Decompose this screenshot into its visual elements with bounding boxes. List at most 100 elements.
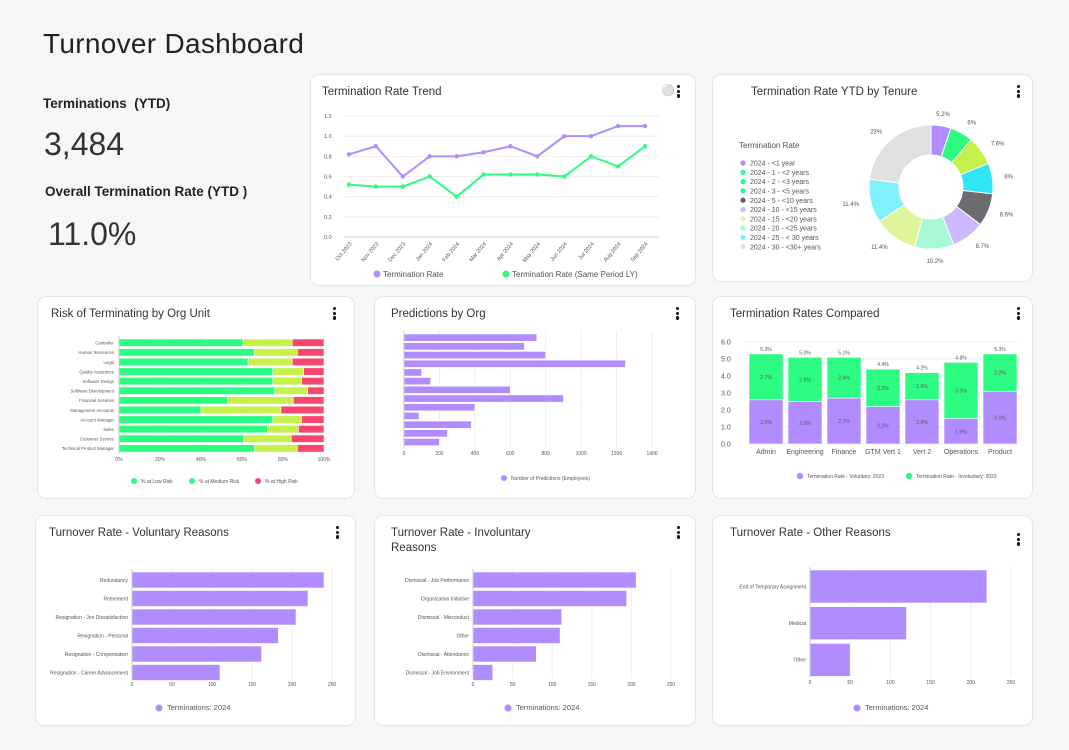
data-point <box>400 174 406 179</box>
y-tick-label: 1.0 <box>721 425 731 432</box>
x-tick-label: 0% <box>115 457 123 463</box>
legend-swatch <box>502 270 510 278</box>
x-tick-label: Mar 2024 <box>469 241 489 263</box>
card-termination-rate-by-tenure: Termination Rate YTD by Tenure 5.2% 6% 7.6… <box>712 74 1033 282</box>
legend-swatch <box>740 160 746 166</box>
slice-label: 8.7% <box>976 244 990 250</box>
bar-segment <box>982 391 1018 445</box>
legend-swatch <box>501 475 507 481</box>
kebab-menu-icon[interactable] <box>1017 307 1021 321</box>
card-predictions-by-org: Predictions by Org 0 200 400 600 800 1000 1200… <box>374 296 696 499</box>
category-label: Resignation - Compensation <box>65 652 128 658</box>
bar <box>131 590 309 607</box>
slice-label: 6% <box>967 121 976 127</box>
data-point <box>400 184 406 189</box>
bar <box>118 396 228 405</box>
card-termination-rate-trend: Termination Rate Trend ⚪ 0.0 0.2 0.4 0.6 0.8… <box>310 74 696 286</box>
category-label: Financial Services <box>79 398 114 403</box>
bar <box>131 645 262 663</box>
category-label: Account Manager <box>80 417 114 422</box>
x-tick-label: 1200 <box>611 451 622 457</box>
category-label: Medical <box>789 621 806 627</box>
category-label: Dismissal - Misconduct <box>418 615 470 621</box>
data-point <box>508 144 513 149</box>
bar <box>809 643 851 677</box>
x-tick-label: 0 <box>809 680 812 686</box>
x-tick-label: 100 <box>886 680 895 686</box>
total-label: 5.3% <box>994 347 1006 353</box>
y-tick-label: 0.8 <box>324 154 332 160</box>
bar <box>403 377 431 386</box>
kebab-menu-icon[interactable] <box>677 85 681 99</box>
data-point <box>535 154 540 159</box>
legend-swatch <box>796 472 804 480</box>
kebab-menu-icon[interactable] <box>1017 533 1021 547</box>
bar <box>118 367 274 376</box>
x-tick-label: Jun 2024 <box>550 241 569 262</box>
segment-label: 1.5% <box>955 429 967 435</box>
category-label: Finance <box>832 449 857 456</box>
bar <box>403 342 525 351</box>
legend-swatch <box>740 169 746 175</box>
bar <box>297 348 325 357</box>
category-label: Organization Initiative <box>421 596 469 602</box>
kebab-menu-icon[interactable] <box>677 526 681 540</box>
data-point <box>481 150 486 155</box>
x-tick-label: 0 <box>403 451 406 457</box>
bar-segment <box>826 397 862 445</box>
legend-label: Terminations: 2024 <box>516 703 579 712</box>
legend-swatch <box>373 270 381 278</box>
legend-label: Termination Rate - Voluntary: 2023 <box>807 474 884 480</box>
card-title: Termination Rate YTD by Tenure <box>751 86 918 98</box>
card-involuntary-reasons: Turnover Rate - Involuntary Reasons 0 50 1… <box>374 515 696 726</box>
bar <box>272 415 302 424</box>
x-tick-label: 50 <box>847 680 853 686</box>
x-tick-label: 200 <box>967 680 976 686</box>
y-tick-label: 5.0 <box>721 357 731 364</box>
data-point <box>588 133 594 139</box>
bar <box>242 338 293 347</box>
x-tick-label: 200 <box>435 451 444 457</box>
bar <box>298 425 325 434</box>
data-point <box>373 144 379 149</box>
kebab-menu-icon[interactable] <box>333 307 337 321</box>
termination-rate-value: 11.0% <box>48 216 137 252</box>
bar-segment <box>904 399 940 445</box>
category-label: Sales <box>103 427 114 432</box>
bar <box>301 415 325 424</box>
category-label: Software Development <box>71 389 115 394</box>
x-tick-label: 250 <box>667 682 676 688</box>
bar <box>403 429 448 438</box>
bar <box>118 425 268 434</box>
legend-label: 2024 - 25 - < 30 years <box>750 235 819 242</box>
bar <box>274 386 308 395</box>
legend-swatch <box>255 478 261 484</box>
kebab-menu-icon[interactable] <box>336 526 340 540</box>
bar <box>118 386 276 395</box>
x-tick-label: 200 <box>627 682 636 688</box>
series-line <box>348 145 646 198</box>
bar <box>272 367 304 376</box>
x-tick-label: 60% <box>237 457 248 463</box>
bar-segment <box>748 353 784 401</box>
line-chart: 0.0 0.2 0.4 0.6 0.8 1.0 1.2 Oct 2023 Nov 2023 Dec… <box>324 114 659 279</box>
bar <box>118 434 245 443</box>
data-point <box>481 172 486 177</box>
category-label: Dismissal - Job Performance <box>405 578 469 584</box>
bar-segment <box>943 362 979 419</box>
bar <box>472 590 627 607</box>
legend-label: Termination Rate - Involuntary: 2023 <box>916 474 997 480</box>
segment-label: 2.6% <box>916 420 928 426</box>
bar <box>243 434 292 443</box>
kebab-menu-icon[interactable] <box>1017 85 1021 99</box>
kebab-menu-icon[interactable] <box>676 307 680 321</box>
data-point <box>642 144 648 149</box>
segment-label: 2.6% <box>799 377 811 383</box>
data-point <box>454 154 459 159</box>
legend-label: 2024 - 2 - <3 years <box>750 179 809 186</box>
bar <box>118 444 255 453</box>
legend-label: 2024 - 30 - <30+ years <box>750 244 821 251</box>
bar <box>307 386 325 395</box>
data-point <box>346 182 352 187</box>
